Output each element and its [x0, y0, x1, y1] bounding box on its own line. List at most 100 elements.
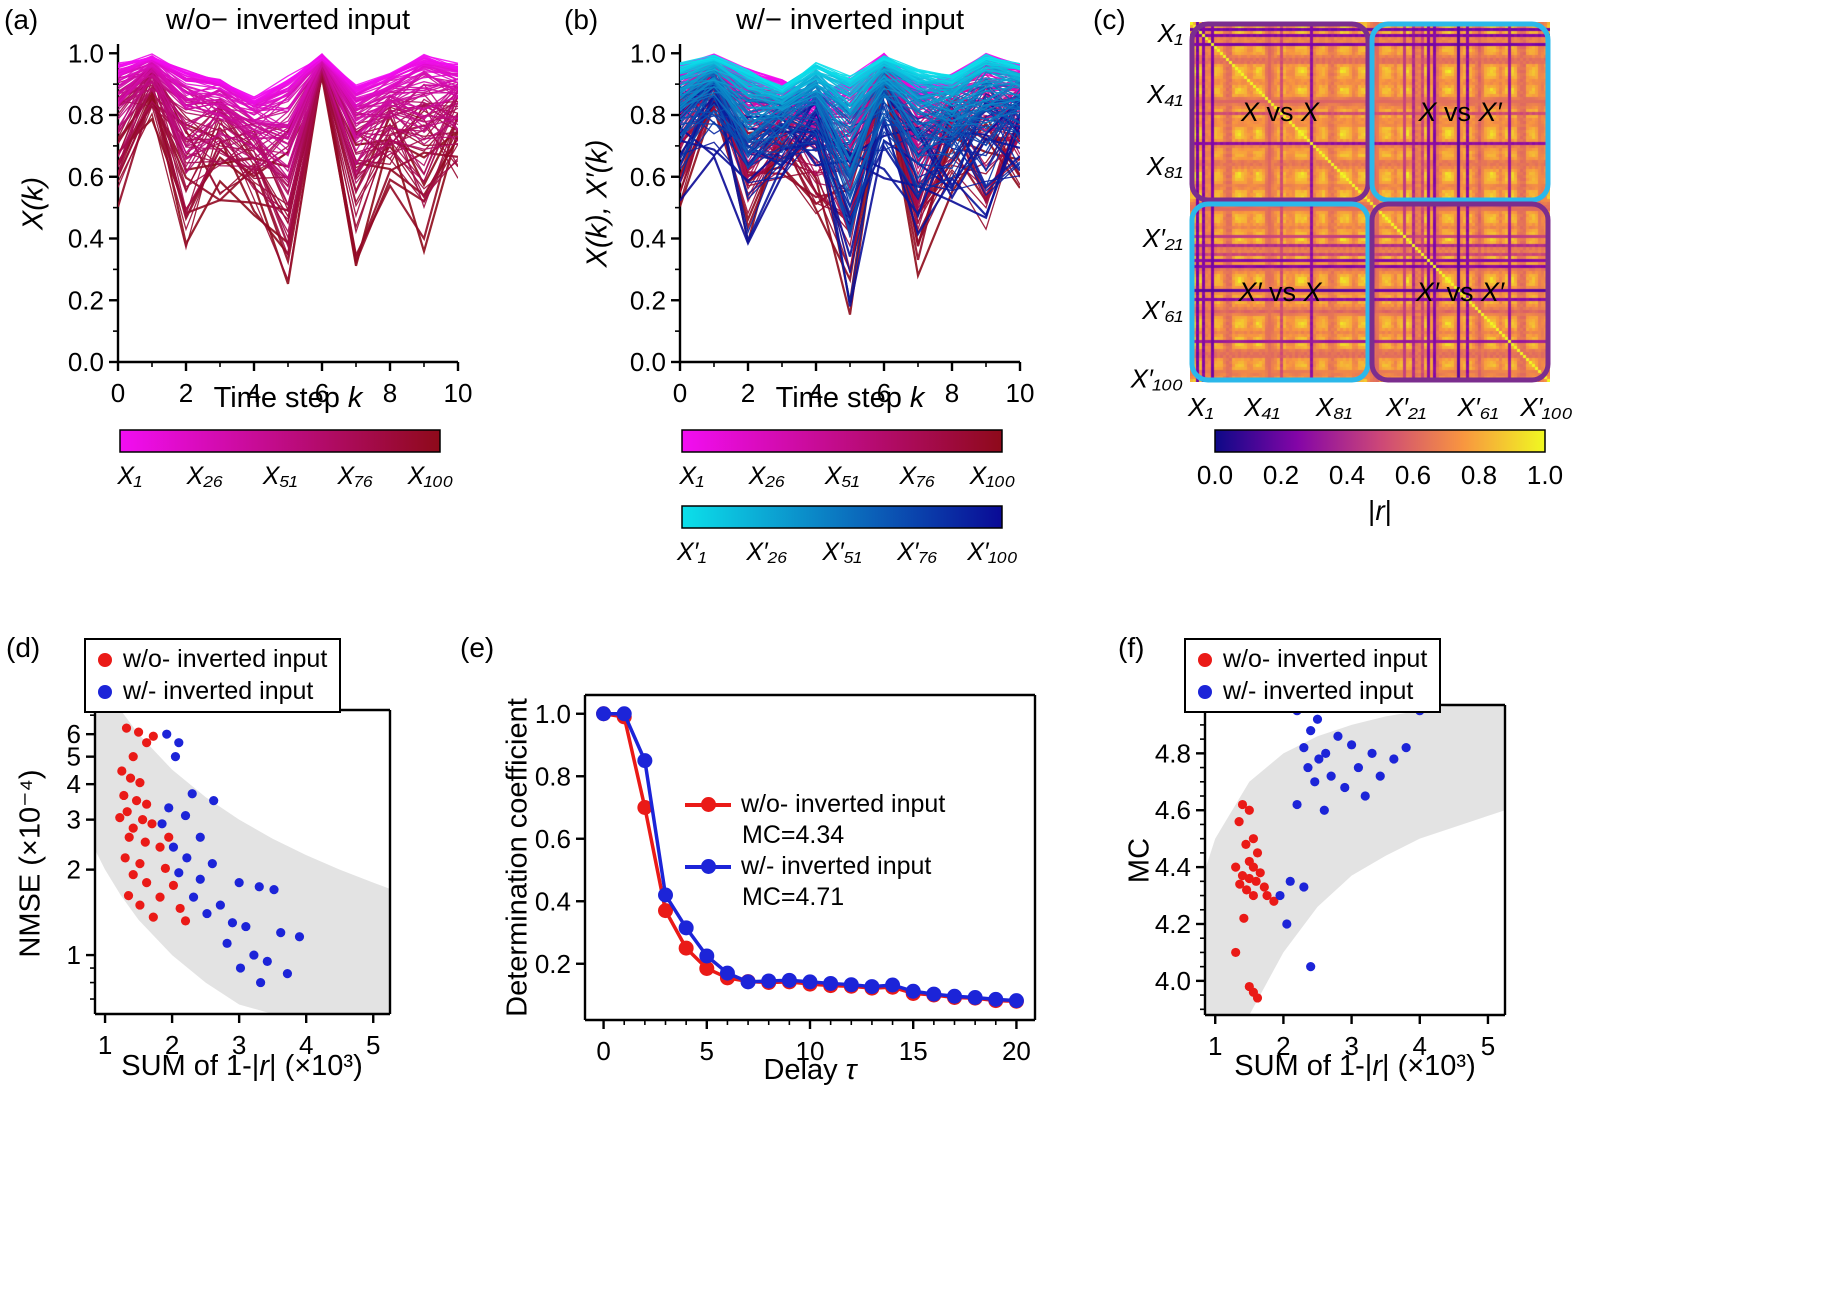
svg-text:0.8: 0.8 [68, 100, 104, 130]
panel-b: 0 2 4 6 8 10 0.0 0.2 0.4 0.6 0.8 1.0 X₁ X₂₆ X₅₁ X₇₆ X₁₀₀… [562, 0, 1107, 600]
svg-text:2: 2 [67, 855, 81, 885]
svg-text:X vs X: X vs X [1240, 97, 1320, 127]
legend-label: w/o- inverted input [1223, 645, 1428, 673]
svg-text:2: 2 [165, 1030, 179, 1060]
svg-text:X₁₀₀: X₁₀₀ [969, 462, 1016, 490]
panel-f-ylabel: MC [1123, 837, 1156, 884]
blue-line-marker-icon [685, 858, 731, 874]
svg-text:5: 5 [67, 742, 81, 772]
svg-text:15: 15 [899, 1036, 928, 1066]
svg-text:1.0: 1.0 [630, 38, 666, 68]
legend-label: w/- inverted input [741, 852, 932, 880]
svg-text:X′₆₁: X′₆₁ [1457, 392, 1499, 422]
svg-text:4: 4 [809, 378, 823, 408]
svg-text:X′₆₁: X′₆₁ [1141, 295, 1183, 325]
svg-text:X₁: X₁ [678, 462, 704, 490]
panel-letter-b: (b) [564, 4, 599, 35]
svg-text:X₂₆: X₂₆ [186, 462, 223, 490]
svg-text:3: 3 [67, 805, 81, 835]
panel-e: 0 5 10 15 20 0.2 0.4 0.6 0.8 1.0 (e) w/o- inverte… [460, 622, 1100, 1296]
svg-text:0.6: 0.6 [535, 824, 571, 854]
panel-b-title: w/− inverted input [735, 4, 965, 36]
svg-text:X₅₁: X₅₁ [262, 462, 298, 490]
svg-text:X vs X′: X vs X′ [1417, 97, 1502, 127]
legend-item-red: w/o- inverted input [98, 645, 327, 674]
svg-text:1: 1 [1208, 1031, 1222, 1061]
svg-text:5: 5 [1481, 1031, 1495, 1061]
red-dot-icon [98, 652, 112, 667]
svg-text:X′ vs X: X′ vs X [1237, 277, 1322, 307]
red-dot-icon [701, 796, 716, 812]
svg-text:10: 10 [1006, 378, 1035, 408]
panel-a: 0 2 4 6 8 10 0.0 0.2 0.4 0.6 0.8 1.0 X₁ X₂₆ X₅₁ X₇₆ X₁₀₀… [0, 0, 545, 600]
svg-text:X′₂₁: X′₂₁ [1385, 392, 1426, 422]
svg-text:6: 6 [877, 378, 891, 408]
svg-text:2: 2 [741, 378, 755, 408]
panel-letter-e: (e) [460, 632, 495, 663]
svg-text:X₈₁: X₈₁ [1146, 151, 1183, 181]
legend-label: w/- inverted input [1223, 677, 1414, 705]
red-dot-icon [1198, 652, 1212, 667]
svg-text:8: 8 [945, 378, 959, 408]
panel-a-ylabel: X(k) [17, 176, 50, 231]
legend-item-red: w/o- inverted input [1198, 645, 1427, 674]
svg-text:8: 8 [383, 378, 397, 408]
svg-text:3: 3 [232, 1030, 246, 1060]
svg-text:4: 4 [299, 1030, 313, 1060]
svg-text:4: 4 [1413, 1031, 1427, 1061]
svg-text:X₁: X₁ [1187, 392, 1214, 422]
svg-text:0.2: 0.2 [630, 285, 666, 315]
svg-text:1.0: 1.0 [535, 699, 571, 729]
svg-text:0.6: 0.6 [630, 162, 666, 192]
blue-dot-icon [98, 684, 112, 699]
svg-text:4.0: 4.0 [1155, 966, 1191, 996]
panel-d-ylabel: NMSE (×10⁻⁴) [14, 769, 47, 958]
panel-b-xlabel: Time step k [775, 382, 925, 414]
svg-text:X′₇₆: X′₇₆ [896, 538, 937, 566]
legend-item-blue: w/- inverted input [1198, 677, 1427, 706]
panel-e-chart: 0 5 10 15 20 0.2 0.4 0.6 0.8 1.0 [535, 693, 1037, 1066]
svg-text:5: 5 [700, 1036, 714, 1066]
legend: w/o- inverted input w/- inverted input [1184, 638, 1442, 713]
blue-dot-icon [1198, 684, 1212, 699]
panel-letter-a: (a) [4, 4, 39, 35]
svg-text:0.4: 0.4 [535, 886, 571, 916]
svg-text:X₂₆: X₂₆ [748, 462, 785, 490]
legend-item-red: w/o- inverted input [685, 790, 945, 819]
svg-text:X₄₁: X₄₁ [1146, 79, 1183, 109]
svg-text:X′ vs X′: X′ vs X′ [1415, 277, 1505, 307]
svg-text:X₅₁: X₅₁ [824, 462, 860, 490]
svg-text:X₈₁: X₈₁ [1315, 392, 1352, 422]
svg-text:4.2: 4.2 [1155, 909, 1191, 939]
panel-f-chart: 1 2 3 4 5 4.0 4.2 4.4 4.6 4.8 [1155, 703, 1507, 1061]
svg-text:0.0: 0.0 [68, 347, 104, 377]
svg-text:0.2: 0.2 [535, 949, 571, 979]
svg-text:0: 0 [673, 378, 687, 408]
panel-f-xlabel: SUM of 1-|r| (×10³) [1234, 1050, 1476, 1082]
svg-text:0.4: 0.4 [1329, 460, 1365, 490]
svg-text:5: 5 [366, 1030, 380, 1060]
panel-letter-f: (f) [1118, 632, 1145, 663]
svg-text:2: 2 [179, 378, 193, 408]
svg-text:X′₂₁: X′₂₁ [1142, 223, 1183, 253]
svg-text:1.0: 1.0 [68, 38, 104, 68]
svg-text:X′₁: X′₁ [676, 538, 706, 566]
svg-text:2: 2 [1276, 1031, 1290, 1061]
svg-text:|r|: |r| [1368, 495, 1392, 526]
panel-e-ylabel: Determination coefficient [501, 698, 534, 1017]
svg-text:0.8: 0.8 [630, 100, 666, 130]
panel-e-xlabel: Delay τ [763, 1054, 857, 1086]
svg-text:10: 10 [796, 1036, 825, 1066]
svg-text:X′₁₀₀: X′₁₀₀ [966, 538, 1017, 566]
svg-text:4: 4 [247, 378, 261, 408]
legend-label: w/o- inverted input [741, 790, 946, 818]
panel-letter-d: (d) [6, 632, 41, 663]
legend-label: w/o- inverted input [123, 645, 328, 673]
legend: w/o- inverted input MC=4.34 w/- inverted… [685, 790, 945, 914]
svg-text:X₇₆: X₇₆ [336, 462, 373, 490]
svg-text:X₁: X₁ [116, 462, 142, 490]
svg-text:0.2: 0.2 [1263, 460, 1299, 490]
